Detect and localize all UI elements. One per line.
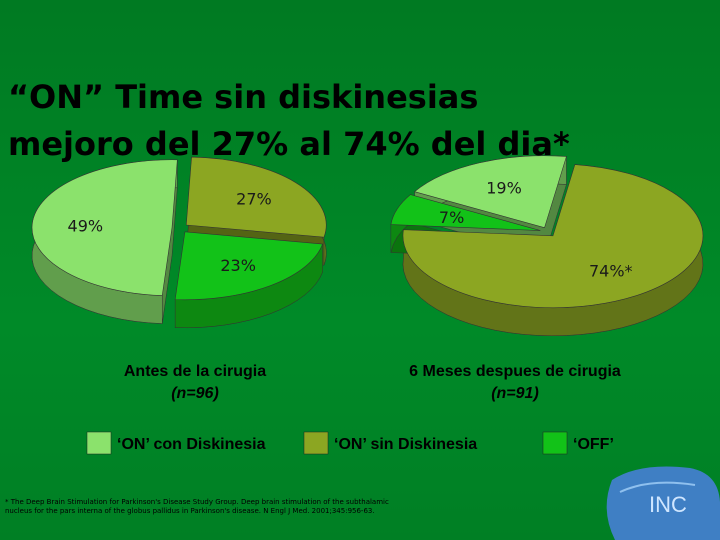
- slice: [413, 155, 567, 229]
- slice: [390, 194, 541, 231]
- value-label: 7%: [439, 208, 464, 227]
- chart-subtitle: (n=91): [491, 385, 539, 402]
- legend-label: ‘OFF’: [573, 436, 614, 453]
- legend-swatch: [542, 431, 568, 455]
- value-label: 49%: [68, 216, 104, 235]
- legend-label: ‘ON’ sin Diskinesia: [334, 436, 477, 453]
- logo-text: INC: [649, 492, 687, 517]
- slice: [31, 159, 178, 296]
- chart-subtitle: (n=96): [171, 385, 219, 402]
- slide-title: “ON” Time sin diskinesias: [8, 78, 478, 116]
- slice: [174, 231, 324, 301]
- slice: [402, 164, 704, 309]
- value-label: 74%*: [589, 262, 633, 281]
- logo: INC: [606, 466, 720, 540]
- chart-title: 6 Meses despues de cirugia: [409, 363, 621, 380]
- chart-title: Antes de la cirugia: [124, 363, 266, 380]
- footnote: * The Deep Brain Stimulation for Parkins…: [5, 498, 389, 515]
- value-label: 23%: [220, 256, 256, 275]
- value-label: 19%: [486, 178, 522, 197]
- slice: [185, 156, 327, 238]
- legend-swatch: [303, 431, 329, 455]
- value-label: 27%: [236, 190, 272, 209]
- slide-title: mejoro del 27% al 74% del dia*: [8, 125, 570, 163]
- legend-label: ‘ON’ con Diskinesia: [117, 436, 266, 453]
- legend-swatch: [86, 431, 112, 455]
